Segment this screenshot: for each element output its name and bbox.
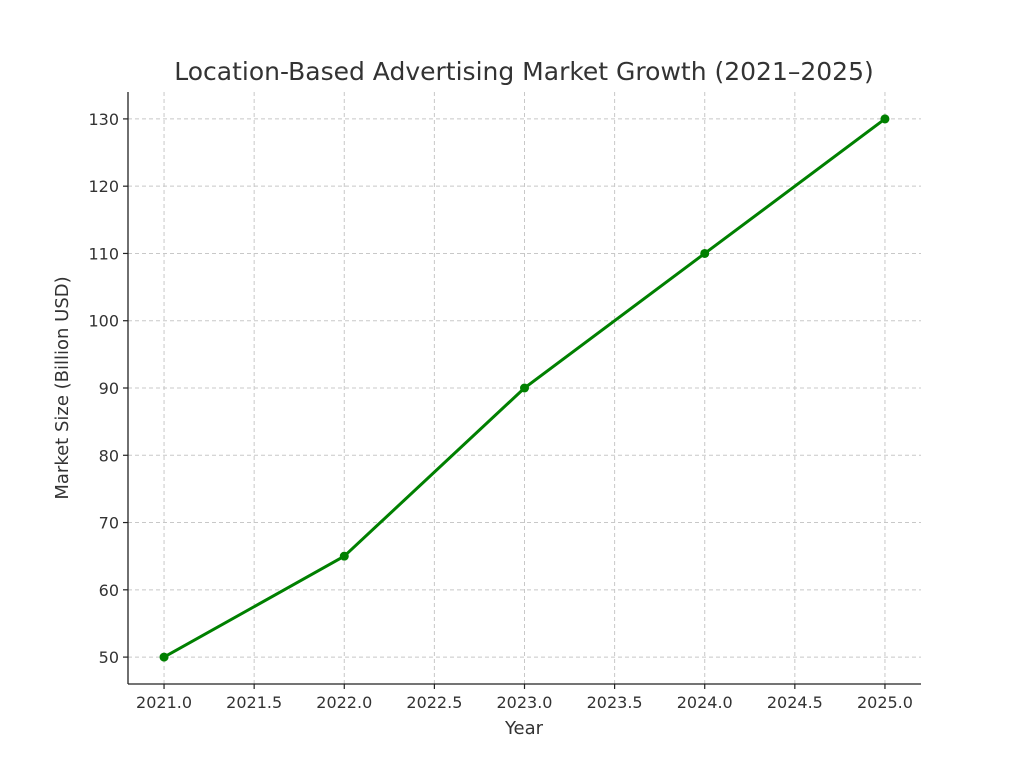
point bbox=[700, 248, 710, 258]
x-tick-label: 2023.0 bbox=[497, 693, 553, 712]
y-tick-label: 110 bbox=[88, 244, 119, 263]
chart-title: Location-Based Advertising Market Growth… bbox=[174, 57, 874, 86]
point bbox=[880, 114, 890, 124]
x-tick-label: 2025.0 bbox=[857, 693, 913, 712]
x-tick-label: 2023.5 bbox=[587, 693, 643, 712]
point bbox=[339, 551, 349, 561]
y-tick-label: 130 bbox=[88, 110, 119, 129]
point bbox=[520, 383, 529, 393]
y-tick-label: 80 bbox=[99, 446, 119, 465]
y-tick-label: 60 bbox=[99, 581, 119, 600]
x-tick-label: 2022.0 bbox=[316, 693, 372, 712]
x-tick-label: 2024.0 bbox=[677, 693, 733, 712]
x-tick-label: 2021.0 bbox=[136, 693, 192, 712]
x-tick-label: 2022.5 bbox=[406, 693, 462, 712]
y-tick-label: 120 bbox=[88, 177, 119, 196]
x-tick-label: 2021.5 bbox=[226, 693, 282, 712]
y-axis-label: Market Size (Billion USD) bbox=[52, 276, 73, 499]
y-tick-label: 70 bbox=[99, 514, 119, 533]
y-tick-label: 100 bbox=[88, 312, 119, 331]
y-tick-label: 90 bbox=[99, 379, 119, 398]
x-axis-label: Year bbox=[504, 718, 544, 739]
x-tick-label: 2024.5 bbox=[767, 693, 823, 712]
point bbox=[159, 652, 169, 662]
y-tick-label: 50 bbox=[99, 648, 119, 667]
